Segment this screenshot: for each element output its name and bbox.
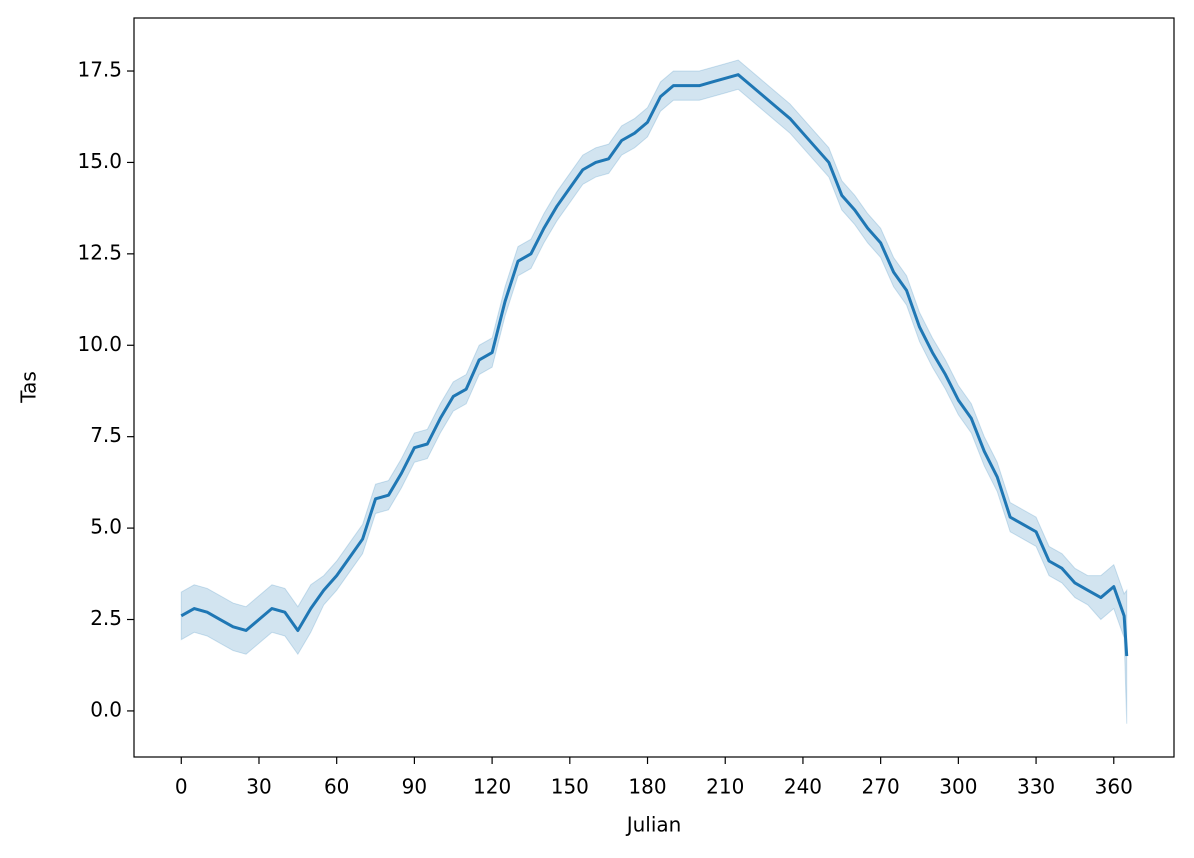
y-tick-label: 10.0 xyxy=(77,332,122,356)
y-tick-label: 2.5 xyxy=(90,606,122,630)
y-tick-label: 15.0 xyxy=(77,149,122,173)
x-axis-title: Julian xyxy=(625,813,682,837)
x-tick-label: 30 xyxy=(246,775,271,799)
confidence-band xyxy=(180,59,1128,724)
x-tick-label: 210 xyxy=(706,775,744,799)
x-tick-label: 90 xyxy=(402,775,427,799)
y-tick-label: 5.0 xyxy=(90,515,122,539)
x-tick-label: 270 xyxy=(862,775,900,799)
y-tick-label: 12.5 xyxy=(77,240,122,264)
y-tick-label: 7.5 xyxy=(90,423,122,447)
x-tick-label: 240 xyxy=(784,775,822,799)
x-tick-label: 120 xyxy=(473,775,511,799)
y-tick-label: 17.5 xyxy=(77,58,122,82)
x-tick-label: 330 xyxy=(1017,775,1055,799)
x-tick-label: 360 xyxy=(1095,775,1133,799)
x-tick-label: 180 xyxy=(628,775,666,799)
plot-frame xyxy=(133,17,1175,758)
line xyxy=(180,73,1129,657)
x-tick-label: 0 xyxy=(175,775,188,799)
y-tick-label: 0.0 xyxy=(90,697,122,721)
y-axis-title: Tas xyxy=(17,371,41,404)
x-tick-label: 60 xyxy=(324,775,349,799)
x-tick-label: 300 xyxy=(939,775,977,799)
x-tick-label: 150 xyxy=(551,775,589,799)
